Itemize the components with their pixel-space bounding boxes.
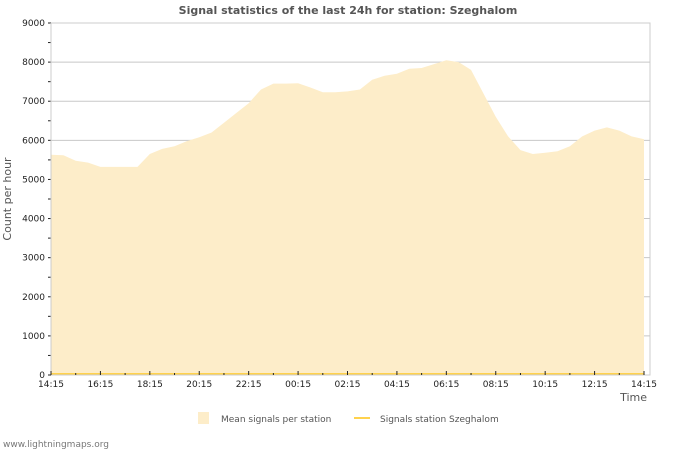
y-axis-label: Count per hour <box>1 157 14 241</box>
legend-label-station: Signals station Szeghalom <box>380 415 499 425</box>
y-tick-label: 3000 <box>22 254 45 264</box>
y-tick-label: 6000 <box>22 136 45 146</box>
series-mean-area <box>51 60 644 375</box>
chart-title: Signal statistics of the last 24h for st… <box>179 4 518 17</box>
watermark: www.lightningmaps.org <box>3 440 109 450</box>
x-tick-label: 18:15 <box>137 380 163 390</box>
x-tick-label: 10:15 <box>532 380 558 390</box>
x-tick-label: 14:15 <box>38 380 64 390</box>
x-tick-label: 22:15 <box>236 380 262 390</box>
y-tick-label: 9000 <box>22 19 45 29</box>
x-tick-label: 16:15 <box>87 380 113 390</box>
legend-swatch-mean <box>198 412 209 424</box>
y-tick-label: 7000 <box>22 97 45 107</box>
y-tick-label: 4000 <box>22 215 45 225</box>
x-tick-label: 00:15 <box>285 380 311 390</box>
x-tick-label: 20:15 <box>186 380 212 390</box>
x-tick-label: 14:15 <box>631 380 657 390</box>
x-tick-label: 08:15 <box>483 380 509 390</box>
y-tick-label: 8000 <box>22 58 45 68</box>
x-tick-label: 12:15 <box>582 380 608 390</box>
x-tick-label: 04:15 <box>384 380 410 390</box>
x-tick-label: 06:15 <box>433 380 459 390</box>
x-axis-label: Time <box>619 391 647 404</box>
x-tick-label: 02:15 <box>335 380 361 390</box>
y-tick-label: 0 <box>39 371 45 381</box>
y-tick-label: 5000 <box>22 175 45 185</box>
y-tick-label: 1000 <box>22 332 45 342</box>
y-tick-label: 2000 <box>22 293 45 303</box>
legend-label-mean: Mean signals per station <box>221 415 331 425</box>
